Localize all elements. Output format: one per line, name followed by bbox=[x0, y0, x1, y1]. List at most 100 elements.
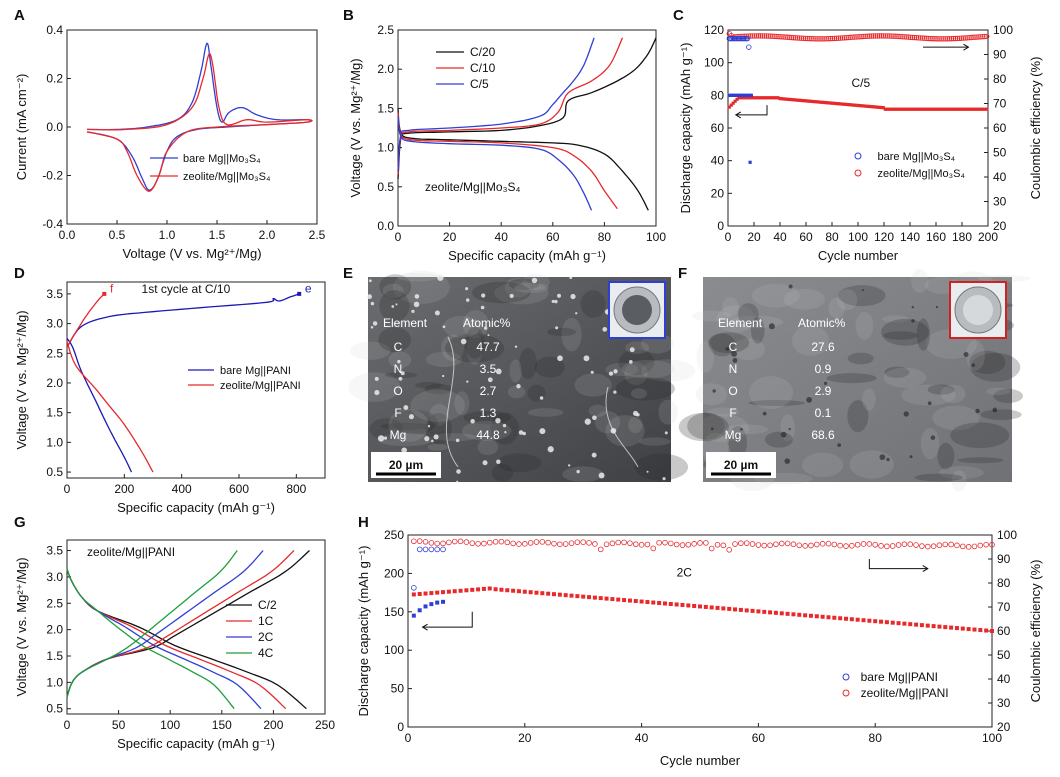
ce-marker bbox=[748, 33, 754, 39]
sem-texture bbox=[783, 288, 826, 310]
x-tick-label: 0.0 bbox=[59, 228, 76, 242]
sem-texture bbox=[624, 362, 648, 385]
sem-texture bbox=[993, 388, 1024, 404]
sem-particle bbox=[551, 299, 555, 303]
ce-marker bbox=[935, 36, 941, 42]
sem-texture bbox=[615, 376, 675, 401]
ce-marker bbox=[463, 539, 470, 545]
capacity-marker bbox=[417, 591, 422, 596]
sem-texture bbox=[692, 310, 731, 322]
ce-marker bbox=[603, 541, 610, 548]
capacity-marker bbox=[782, 97, 786, 101]
ce-marker bbox=[510, 540, 516, 547]
capacity-marker bbox=[951, 107, 956, 111]
axis-frame bbox=[397, 29, 657, 227]
ce-marker bbox=[945, 36, 951, 42]
sem-pit bbox=[732, 358, 738, 363]
sem-texture bbox=[496, 453, 542, 473]
x-axis-label: Specific capacity (mAh g⁻¹) bbox=[117, 736, 275, 751]
y-tick-label: 3.0 bbox=[46, 570, 63, 584]
eds-element: Mg bbox=[390, 428, 407, 442]
ce-marker bbox=[812, 36, 818, 42]
capacity-marker bbox=[423, 591, 428, 596]
capacity-marker bbox=[990, 629, 994, 634]
sem-texture bbox=[348, 372, 401, 402]
capacity-marker bbox=[981, 107, 985, 111]
ce-marker bbox=[551, 540, 557, 547]
x-axis-label: Cycle number bbox=[818, 248, 899, 263]
capacity-marker bbox=[516, 589, 521, 594]
sem-particle bbox=[368, 279, 372, 283]
y-tick-label: 1.5 bbox=[46, 406, 63, 420]
ce-marker bbox=[753, 33, 760, 39]
capacity-marker bbox=[966, 627, 971, 632]
sem-pit bbox=[903, 411, 909, 417]
ce-marker bbox=[759, 33, 766, 39]
sem-texture bbox=[379, 274, 412, 300]
ce-marker bbox=[568, 540, 575, 546]
ce-marker bbox=[800, 35, 807, 42]
capacity-marker bbox=[942, 107, 946, 111]
capacity-marker bbox=[727, 606, 732, 611]
sem-pit bbox=[712, 389, 716, 393]
ce-marker bbox=[644, 541, 651, 548]
sem-texture bbox=[883, 367, 927, 388]
capacity-marker bbox=[932, 107, 936, 111]
capacity-marker bbox=[540, 591, 545, 596]
capacity-marker bbox=[919, 623, 924, 628]
x-axis-label: Specific capacity (mAh g⁻¹) bbox=[117, 500, 275, 515]
capacity-marker bbox=[901, 107, 905, 111]
ce-marker bbox=[545, 539, 551, 546]
x-tick-label: 1.0 bbox=[159, 228, 176, 242]
ce-marker bbox=[761, 542, 768, 549]
capacity-marker bbox=[803, 613, 808, 618]
x-tick-label: 0.5 bbox=[109, 228, 126, 242]
sem-pit bbox=[975, 408, 980, 414]
capacity-marker bbox=[429, 602, 434, 607]
capacity-marker bbox=[768, 96, 772, 100]
ce-marker bbox=[843, 543, 849, 549]
ce-marker bbox=[422, 538, 429, 545]
ce-marker bbox=[792, 35, 799, 41]
sem-particle bbox=[383, 436, 388, 440]
capacity-marker bbox=[907, 107, 911, 111]
discharge-curve bbox=[397, 108, 649, 211]
capacity-marker bbox=[784, 97, 788, 101]
capacity-marker bbox=[815, 100, 819, 104]
y2-tick-label: 20 bbox=[997, 720, 1011, 734]
ce-marker bbox=[954, 35, 961, 42]
capacity-marker bbox=[957, 107, 961, 111]
capacity-marker bbox=[748, 160, 752, 164]
legend-label: C/2 bbox=[258, 598, 277, 612]
ce-marker bbox=[902, 34, 908, 40]
sem-texture bbox=[454, 391, 470, 416]
ce-marker bbox=[880, 33, 887, 39]
ce-marker bbox=[714, 541, 721, 548]
capacity-marker bbox=[741, 96, 745, 100]
eds-element: Mg bbox=[725, 428, 742, 442]
cv-curve bbox=[86, 53, 313, 192]
y2-tick-label: 80 bbox=[993, 72, 1007, 86]
panel-letter-c: C bbox=[673, 7, 684, 24]
capacity-marker bbox=[902, 621, 907, 626]
ce-marker bbox=[896, 33, 902, 40]
capacity-marker bbox=[411, 613, 416, 618]
ce-marker bbox=[907, 34, 914, 40]
sem-particle bbox=[377, 435, 385, 442]
ce-marker bbox=[738, 540, 744, 547]
sem-texture bbox=[385, 371, 417, 379]
capacity-marker bbox=[885, 107, 889, 111]
capacity-marker bbox=[861, 618, 866, 623]
y-tick-label: 1.0 bbox=[377, 141, 394, 155]
panel-letter-g: G bbox=[14, 514, 26, 531]
y-tick-label: 2.5 bbox=[46, 596, 63, 610]
capacity-marker bbox=[873, 619, 878, 624]
sem-texture bbox=[901, 384, 956, 406]
sem-texture bbox=[466, 332, 483, 365]
ce-marker bbox=[790, 541, 797, 548]
x-tick-label: 0 bbox=[405, 731, 412, 745]
capacity-marker bbox=[840, 102, 844, 106]
sem-texture bbox=[695, 413, 749, 442]
ce-marker bbox=[819, 540, 826, 547]
x-tick-label: 20 bbox=[518, 731, 532, 745]
